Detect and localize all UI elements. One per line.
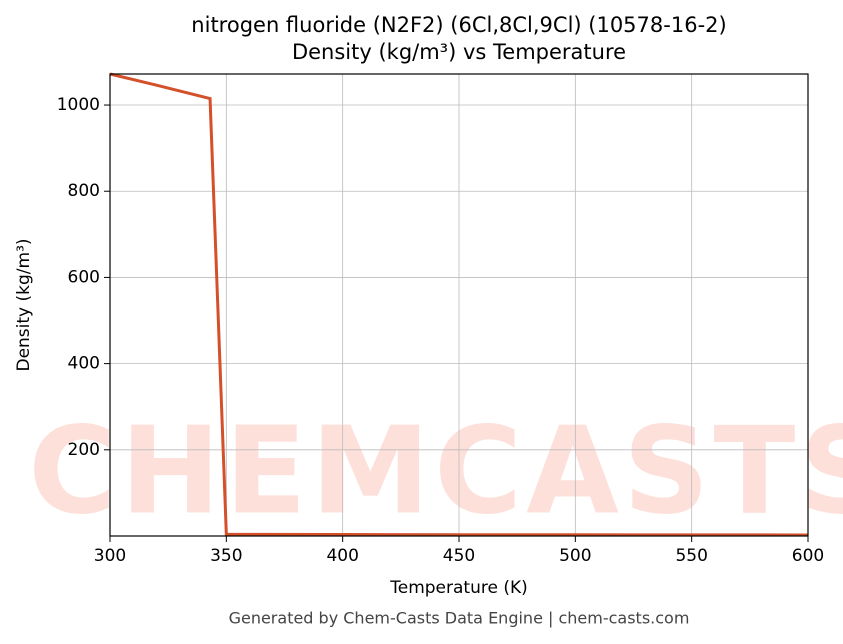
plot-frame [109, 73, 809, 537]
y-tick-label: 1000 [57, 95, 100, 115]
watermark: CHEMCASTS [28, 403, 843, 542]
data-line [109, 72, 809, 537]
chart-title: nitrogen fluoride (N2F2) (6Cl,8Cl,9Cl) (… [191, 13, 726, 37]
chart-subtitle: Density (kg/m³) vs Temperature [292, 40, 626, 64]
x-tick-label: 600 [792, 546, 824, 566]
y-tick-label: 200 [68, 440, 100, 460]
y-tick-label: 600 [68, 267, 100, 287]
y-tick-label: 800 [68, 181, 100, 201]
x-tick-label: 300 [94, 546, 126, 566]
x-tick-label: 500 [559, 546, 591, 566]
footer: Generated by Chem-Casts Data Engine | ch… [229, 609, 690, 628]
x-axis-label: Temperature (K) [389, 578, 528, 598]
x-tick-label: 450 [443, 546, 475, 566]
x-tick-label: 400 [326, 546, 358, 566]
x-tick-label: 350 [210, 546, 242, 566]
y-axis-label: Density (kg/m³) [14, 238, 34, 371]
y-tick-label: 400 [68, 354, 100, 374]
x-tick-label: 550 [675, 546, 707, 566]
